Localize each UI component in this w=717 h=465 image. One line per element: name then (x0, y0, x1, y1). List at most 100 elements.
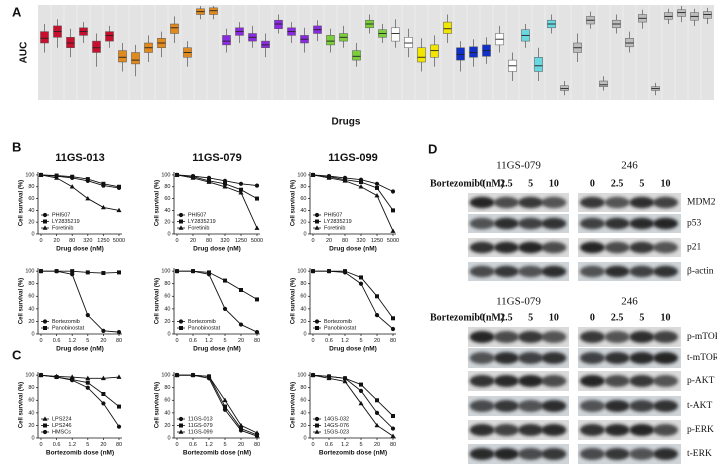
data-point (43, 219, 47, 224)
data-point (191, 269, 195, 274)
data-point (315, 423, 319, 428)
x-tick-label: 20 (326, 238, 332, 244)
blot-band (493, 265, 519, 278)
x-tick-label: 20 (374, 338, 380, 344)
treatment-label: Bortezomib (nM) (430, 178, 504, 189)
x-tick-label: 80 (254, 338, 260, 344)
x-axis-label: Drug dose (nM) (329, 346, 377, 353)
data-point (42, 319, 48, 324)
x-tick-label: 80 (116, 338, 122, 344)
data-point (70, 378, 75, 383)
data-point (390, 326, 396, 332)
blot-band (541, 424, 567, 436)
data-point (311, 269, 315, 274)
box (443, 21, 452, 34)
y-tick-label: 80 (164, 184, 170, 190)
blot-band (579, 448, 605, 460)
x-tick-label: 80 (342, 238, 348, 244)
legend-label: 14GS-032 (324, 416, 349, 422)
blot-band (653, 448, 679, 460)
y-tick-label: 100 (25, 172, 34, 178)
legend-label: Panobinostat (324, 325, 357, 331)
y-tick-label: 80 (28, 281, 34, 287)
data-point (101, 401, 106, 406)
data-point (117, 184, 121, 189)
x-tick-label: 1.2 (205, 442, 213, 448)
y-tick-label: 80 (28, 385, 34, 391)
legend-label: Bortezomib (52, 319, 80, 325)
data-point (43, 423, 47, 428)
data-point (117, 270, 121, 275)
x-tick-label: 0.6 (53, 442, 61, 448)
legend-label: LPS246 (52, 423, 72, 429)
data-point (85, 313, 90, 318)
y-tick-label: 20 (164, 319, 170, 325)
data-point (178, 429, 184, 434)
blot-band (653, 265, 679, 278)
x-tick-label: 0 (311, 338, 314, 344)
box (625, 38, 634, 48)
legend-label: 11GS-013 (188, 416, 213, 422)
blot-band (518, 400, 544, 412)
y-axis-label: Cell survival (%) (291, 278, 297, 324)
y-tick-label: 60 (300, 398, 306, 404)
data-point (174, 172, 180, 177)
blot-band (469, 196, 495, 209)
data-point (239, 426, 243, 431)
panel-label: C (12, 347, 22, 362)
data-point (42, 225, 48, 230)
x-tick-label: 5 (86, 338, 89, 344)
blot-band (629, 375, 655, 387)
x-tick-label: 320 (220, 238, 229, 244)
x-tick-label: 1250 (371, 238, 383, 244)
box (417, 47, 426, 63)
blot-band (518, 241, 544, 254)
data-point (255, 297, 259, 302)
data-point (390, 433, 396, 438)
blot-band (493, 352, 519, 364)
data-point (238, 181, 244, 186)
data-point (42, 212, 48, 218)
data-point (222, 397, 228, 403)
data-point (178, 319, 184, 324)
dose-label: 10 (661, 312, 671, 323)
data-point (54, 374, 59, 380)
row-label: t-ERK (687, 449, 712, 459)
data-point (390, 426, 396, 431)
y-tick-label: 100 (297, 373, 306, 379)
blot-band (604, 352, 630, 364)
series-line (176, 174, 258, 229)
y-tick-label: 40 (164, 306, 170, 312)
blot-band (604, 375, 630, 387)
data-point (310, 172, 316, 177)
blot-band (653, 400, 679, 412)
data-point (54, 269, 59, 274)
data-point (178, 416, 184, 422)
box (66, 37, 75, 48)
data-point (343, 376, 347, 381)
x-tick-label: 1.2 (341, 338, 349, 344)
legend-label: 11GS-079 (188, 423, 213, 429)
x-axis-label: Bortezomib dose (nM) (46, 450, 114, 457)
blot-band (629, 352, 655, 364)
data-point (358, 400, 364, 406)
data-point (70, 269, 75, 274)
y-tick-label: 80 (300, 184, 306, 190)
row-label: t-AKT (687, 401, 713, 411)
panel-label: A (12, 4, 22, 19)
blot-band (541, 196, 567, 209)
series-line (40, 174, 120, 189)
series-line (176, 174, 258, 187)
blot-band (518, 352, 544, 364)
y-tick-label: 20 (300, 319, 306, 325)
dose-label: 10 (661, 178, 671, 189)
data-point (375, 185, 379, 190)
data-point (178, 212, 184, 218)
legend-label: LY2835219 (188, 219, 216, 225)
x-tick-label: 20 (100, 338, 106, 344)
x-tick-label: 1250 (235, 238, 247, 244)
y-tick-label: 60 (28, 398, 34, 404)
box (664, 12, 673, 20)
data-point (223, 278, 227, 283)
group-label: 11GS-079 (496, 296, 541, 308)
